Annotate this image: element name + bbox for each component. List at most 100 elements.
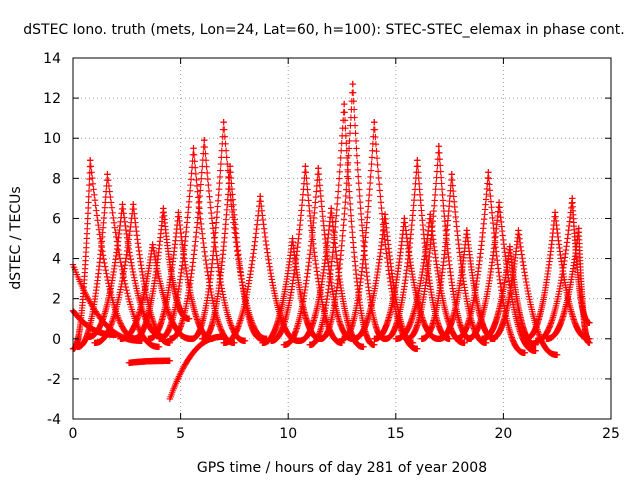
data-point — [485, 169, 492, 176]
data-point — [209, 220, 216, 227]
data-point — [85, 204, 92, 212]
data-point — [186, 315, 193, 322]
data-point — [302, 163, 309, 170]
data-point — [230, 224, 238, 231]
data-point — [112, 229, 119, 236]
data-point — [125, 236, 133, 243]
data-point — [126, 252, 134, 260]
data-point — [448, 171, 455, 178]
data-point — [520, 262, 527, 269]
data-point — [200, 239, 207, 247]
data-point — [353, 145, 360, 152]
data-marks — [69, 80, 593, 403]
data-point — [373, 154, 381, 162]
data-point — [95, 226, 103, 233]
data-point — [263, 245, 271, 253]
data-point — [439, 191, 446, 199]
data-point — [217, 167, 224, 174]
data-point — [337, 154, 344, 162]
data-point — [214, 203, 221, 210]
data-point — [128, 259, 135, 266]
data-point — [373, 148, 380, 155]
data-point — [221, 126, 228, 133]
data-point — [110, 219, 118, 227]
data-point — [85, 187, 93, 195]
data-point — [123, 287, 130, 294]
data-point — [222, 140, 229, 147]
data-point — [208, 215, 216, 222]
data-point — [124, 243, 131, 251]
data-point — [122, 255, 130, 262]
chart-title: dSTEC Iono. truth (mets, Lon=24, Lat=60,… — [23, 22, 624, 38]
data-point — [366, 185, 373, 193]
data-point — [367, 167, 375, 174]
data-point — [377, 193, 384, 200]
data-point — [365, 203, 372, 210]
data-point — [209, 335, 217, 342]
data-point — [122, 258, 129, 265]
data-point — [121, 214, 128, 221]
data-point — [354, 159, 361, 167]
data-point — [431, 191, 439, 199]
data-point — [117, 283, 125, 291]
data-point — [131, 277, 138, 284]
data-point — [378, 204, 385, 212]
data-point — [111, 224, 119, 231]
data-point — [341, 109, 348, 116]
data-point — [524, 284, 531, 292]
data-point — [333, 206, 340, 214]
data-point — [116, 319, 124, 326]
data-point — [264, 249, 271, 256]
data-point — [335, 188, 342, 195]
data-point — [151, 250, 158, 258]
data-point — [260, 225, 268, 232]
data-point — [257, 193, 264, 200]
data-point — [415, 180, 423, 187]
data-point — [201, 248, 208, 256]
data-point — [368, 154, 376, 161]
data-point — [122, 226, 130, 234]
data-point — [197, 220, 205, 228]
data-point — [523, 278, 530, 286]
data-point — [199, 230, 206, 237]
x-tick-label: 15 — [387, 426, 405, 442]
data-point — [337, 161, 344, 169]
data-point — [521, 272, 529, 279]
data-point — [94, 217, 101, 224]
data-point — [104, 176, 112, 184]
data-point — [340, 221, 347, 229]
data-point — [414, 163, 421, 170]
data-point — [177, 369, 184, 377]
data-point — [216, 179, 223, 187]
data-point — [120, 210, 127, 217]
data-point — [262, 237, 269, 245]
data-point — [117, 286, 124, 293]
data-point — [518, 251, 525, 258]
data-point — [89, 180, 97, 187]
data-point — [334, 194, 341, 202]
data-point — [93, 212, 101, 219]
data-point — [435, 143, 443, 150]
data-point — [356, 198, 364, 206]
data-point — [524, 287, 532, 295]
data-point — [203, 163, 210, 170]
data-point — [119, 274, 126, 282]
data-point — [367, 173, 374, 181]
data-point — [190, 145, 197, 152]
data-point — [449, 176, 456, 184]
data-point — [371, 126, 379, 133]
data-point — [313, 188, 320, 195]
data-point — [196, 210, 204, 217]
data-point — [196, 198, 203, 205]
data-point — [121, 262, 129, 269]
data-point — [340, 216, 348, 223]
data-point — [103, 270, 110, 277]
data-point — [257, 198, 264, 205]
data-point — [355, 180, 362, 187]
data-point — [125, 295, 133, 303]
data-point — [202, 157, 210, 164]
data-point — [123, 247, 131, 255]
data-point — [130, 274, 138, 281]
data-point — [267, 270, 274, 277]
